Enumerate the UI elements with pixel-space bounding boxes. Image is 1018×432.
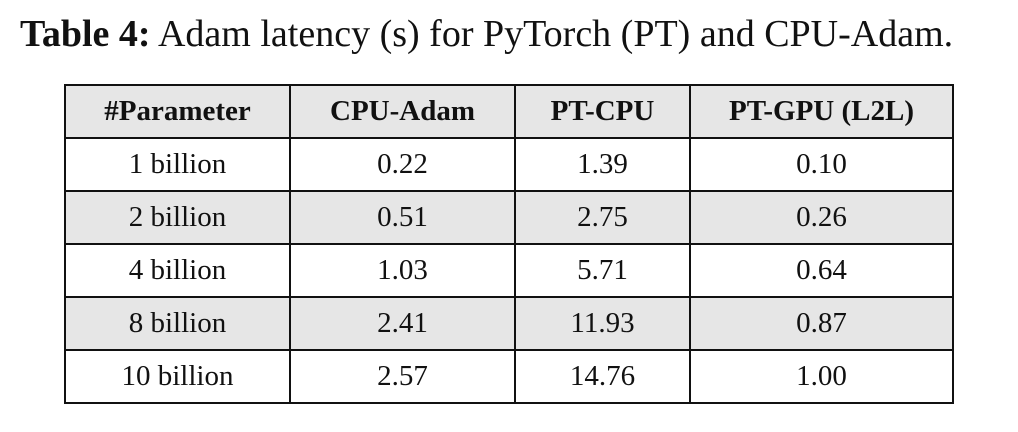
pt-cpu-cell: 11.93 — [514, 296, 691, 351]
pt-gpu-cell: 0.87 — [689, 296, 954, 351]
pt-cpu-cell: 1.39 — [514, 137, 691, 192]
table-row: 10 billion 2.57 14.76 1.00 — [64, 349, 954, 404]
table-row: 1 billion 0.22 1.39 0.10 — [64, 137, 954, 192]
pt-cpu-cell: 14.76 — [514, 349, 691, 404]
column-header-pt-cpu: PT-CPU — [514, 84, 691, 139]
cpu-adam-cell: 2.41 — [289, 296, 516, 351]
table-row: 8 billion 2.41 11.93 0.87 — [64, 296, 954, 351]
parameter-cell: 1 billion — [64, 137, 291, 192]
cpu-adam-cell: 0.51 — [289, 190, 516, 245]
parameter-cell: 2 billion — [64, 190, 291, 245]
parameter-cell: 4 billion — [64, 243, 291, 298]
parameter-cell: 8 billion — [64, 296, 291, 351]
table-row: 4 billion 1.03 5.71 0.64 — [64, 243, 954, 298]
pt-gpu-cell: 0.26 — [689, 190, 954, 245]
cpu-adam-cell: 1.03 — [289, 243, 516, 298]
header-row: #Parameter CPU-Adam PT-CPU PT-GPU (L2L) — [64, 84, 954, 139]
cpu-adam-cell: 0.22 — [289, 137, 516, 192]
pt-gpu-cell: 0.64 — [689, 243, 954, 298]
caption-text: Adam latency (s) for PyTorch (PT) and CP… — [157, 13, 954, 55]
pt-cpu-cell: 2.75 — [514, 190, 691, 245]
latency-table: #Parameter CPU-Adam PT-CPU PT-GPU (L2L) … — [64, 84, 954, 404]
column-header-cpu-adam: CPU-Adam — [289, 84, 516, 139]
parameter-cell: 10 billion — [64, 349, 291, 404]
pt-cpu-cell: 5.71 — [514, 243, 691, 298]
table-row: 2 billion 0.51 2.75 0.26 — [64, 190, 954, 245]
table-caption: Table 4: Adam latency (s) for PyTorch (P… — [20, 10, 1010, 58]
column-header-pt-gpu: PT-GPU (L2L) — [689, 84, 954, 139]
cpu-adam-cell: 2.57 — [289, 349, 516, 404]
pt-gpu-cell: 1.00 — [689, 349, 954, 404]
column-header-parameter: #Parameter — [64, 84, 291, 139]
pt-gpu-cell: 0.10 — [689, 137, 954, 192]
caption-label: Table 4: — [20, 13, 151, 55]
